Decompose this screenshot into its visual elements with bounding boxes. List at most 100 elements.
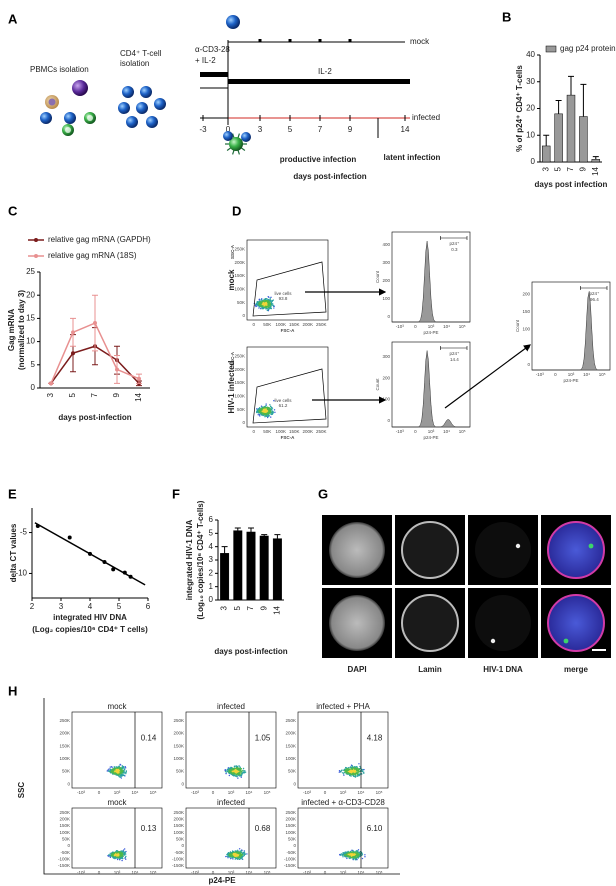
event-dot [267,412,268,413]
channel-label: Lamin [418,665,442,674]
event-dot [354,856,355,857]
y-axis-label: % of p24⁺ CD4⁺ T-cells [515,65,524,152]
tick-label: 200K [302,322,313,327]
point [71,330,75,334]
cell-icon [136,102,148,114]
event-dot [266,408,267,409]
event-dot [274,306,275,307]
event-dot [244,850,245,851]
tick-label: 50K [237,407,245,412]
hist-gate [440,236,467,240]
tick-label: 10⁴ [358,790,365,795]
event-dot [117,859,118,860]
event-dot [272,410,273,411]
x-axis-label: days post-infection [58,413,131,422]
a-label: latent infection [384,153,441,162]
legend-label: relative gag mRNA (18S) [48,251,137,260]
tick-label: 300 [382,260,390,265]
panel-label: G [318,486,328,501]
x-tick-label: 14 [591,166,600,175]
error-bar [593,157,599,160]
y-axis-label: Gag mRNA [7,309,16,351]
tick-label: 10⁵ [264,790,271,795]
tick-label: 250K [316,322,327,327]
event-dot [347,773,348,774]
gate-value: 96.4 [590,297,599,302]
point [103,560,107,564]
error-bar [580,84,586,116]
event-dot [108,768,109,769]
event-dot [364,856,365,857]
tick-label: 250K [234,354,245,359]
event-dot [260,306,261,307]
event-dot [270,297,271,298]
y-axis-label: delta CT values [9,523,18,582]
event-dot [229,773,230,774]
event-dot [267,415,268,416]
bar [579,117,587,162]
event-dot [273,307,274,308]
event-dot [257,305,258,306]
event-dot [345,856,346,857]
tick-label: 10⁴ [246,790,253,795]
tick-label: 0 [293,781,296,786]
y-tick-label: 10 [526,130,535,139]
tick-label: 200K [234,260,245,265]
event-dot [356,773,357,774]
event-dot [354,768,355,769]
tick-label: 150K [173,823,184,828]
event-dot [114,857,115,858]
tick-label: 10⁵ [599,372,606,377]
plot-frame [186,712,276,788]
tick-label: 0 [252,429,255,434]
event-dot [363,769,364,770]
tick-label: 0 [242,313,245,318]
x-tick-label: 6 [146,602,151,611]
x-tick-label: 3 [46,392,55,397]
event-dot [120,852,121,853]
lamin-ring [402,522,458,578]
event-dot [116,772,117,773]
axis-label: p24-PE [563,378,578,383]
tick-label: 200K [285,817,296,822]
event-dot [118,851,119,852]
tick-label: 0 [212,870,215,875]
event-dot [272,413,273,414]
axis-label: FSC-A [281,435,295,440]
tick-label: -100K [58,857,70,862]
event-dot [269,415,270,416]
point [129,575,133,579]
event-dot [270,410,271,411]
event-dot [243,852,244,853]
tick-label: 10⁴ [246,870,253,875]
tick-label: 50K [176,837,184,842]
tick-label: 0 [387,418,390,423]
event-dot [117,769,118,770]
event-dot [263,307,264,308]
x-tick-label: 4 [88,602,93,611]
event-dot [363,771,364,772]
event-dot [234,766,235,767]
tick-label: 10⁴ [443,324,450,329]
event-dot [352,769,353,770]
tick-label: 10³ [340,790,347,795]
x-tick-label: 7 [566,166,575,171]
panel-label: C [8,203,18,218]
event-dot [232,857,233,858]
event-dot [355,851,356,852]
event-dot [224,770,225,771]
y-tick-label: 40 [526,50,535,59]
scatter-plot [107,764,128,779]
tick-label: 100 [382,397,390,402]
event-dot [231,774,232,775]
event-dot [259,299,260,300]
event-dot [358,772,359,773]
event-dot [260,300,261,301]
panel-label: E [8,486,17,501]
panel-label: D [232,203,241,218]
gate-label: p24⁺ [589,291,600,296]
tick-label: 150K [289,322,300,327]
event-dot [267,409,268,410]
tick-label: 0 [67,843,70,848]
error-bar [248,528,254,532]
